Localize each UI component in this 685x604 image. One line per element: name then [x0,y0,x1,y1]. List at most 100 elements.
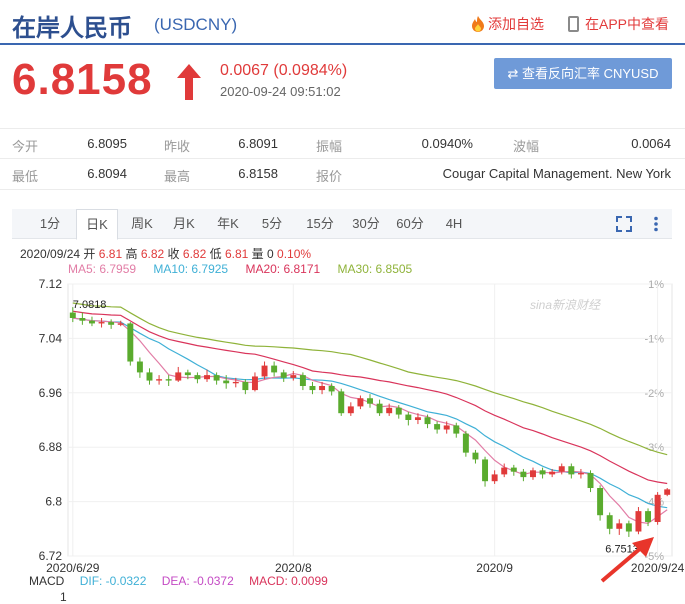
fullscreen-icon[interactable] [616,216,632,232]
candle-body [88,320,95,324]
candle-body [395,407,402,415]
x-tick-label: 2020/9 [476,561,513,575]
candle-body [194,375,201,380]
stat-value: 0.0940% [421,136,473,151]
more-icon[interactable] [654,216,658,232]
y-tick-label: 6.72 [39,549,63,563]
open-label: 开 [83,247,96,261]
stat-value: 6.8095 [87,136,127,151]
candle-body [271,365,278,373]
candle-body [184,372,191,376]
candle-body [98,322,105,324]
tab-monthly[interactable]: 月K [173,216,195,231]
pct-tick-label: -3% [644,442,664,454]
tab-1min[interactable]: 1分 [39,216,61,231]
candle-body [414,417,421,420]
candle-body [434,424,441,430]
x-tick-label: 2020/6/29 [46,561,100,575]
candle-body [127,323,134,362]
stat-value: 6.8091 [238,136,278,151]
add-favorite-button[interactable]: 添加自选 [471,14,544,34]
page-title: 在岸人民币 [12,15,132,42]
volume-label: 量 [251,247,264,261]
ma20-line [72,310,668,485]
candle-body [462,433,469,453]
current-price: 6.8158 [12,55,153,104]
pct-tick-label: 1% [648,279,664,291]
candle-body [405,414,412,420]
tab-15min[interactable]: 15分 [306,216,334,231]
candle-body [146,372,153,381]
candle-body [165,379,172,381]
candle-body [79,318,86,321]
low-label: 低 [209,247,222,261]
candle-body [472,452,479,460]
symbol-code: (USDCNY) [154,15,238,34]
open-in-app-button[interactable]: 在APP中查看 [568,14,669,34]
candle-body [616,523,623,529]
stat-label: 昨收 [164,139,191,154]
sina-watermark: sina新浪财经 [530,298,601,312]
candle-body [299,375,306,386]
candle-body [568,466,575,475]
stat-label: 振幅 [316,139,343,154]
candle-body [549,471,556,475]
add-favorite-label: 添加自选 [488,16,544,32]
pct-tick-label: -1% [644,333,664,345]
candle-body [280,372,287,378]
candle-body [587,473,594,488]
ma10-line [72,317,668,509]
ohlc-date: 2020/09/24 [20,247,81,261]
open-in-app-label: 在APP中查看 [585,16,670,32]
macd-value: MACD: 0.0099 [249,574,328,588]
y-tick-label: 6.88 [39,440,63,454]
stat-value: 6.8158 [238,166,278,181]
candle-body [242,381,249,391]
high-value: 6.82 [140,247,165,261]
stats-table: 今开 6.8095 昨收 6.8091 振幅 0.0940% 波幅 0.0064… [0,128,685,190]
tab-30min[interactable]: 30分 [352,216,380,231]
candle-body [606,515,613,529]
candle-body [319,386,326,391]
stat-value: 6.8094 [87,166,127,181]
stat-label: 今开 [12,139,39,154]
tab-yearly[interactable]: 年K [217,216,239,231]
pct-tick-label: -5% [644,551,664,563]
candle-body [501,467,508,475]
tab-60min[interactable]: 60分 [396,216,424,231]
y-tick-label: 6.96 [39,386,63,400]
pct-tick-label: -2% [644,388,664,400]
candle-body [539,470,546,475]
y-tick-label: 7.04 [39,331,63,345]
candle-body [424,417,431,425]
phone-icon [568,16,579,32]
tab-weekly[interactable]: 周K [131,216,153,231]
tab-4h[interactable]: 4H [445,216,463,231]
reverse-rate-button[interactable]: ⇄ 查看反向汇率 CNYUSD [494,58,672,89]
candle-body [108,322,115,325]
candle-body [261,365,268,377]
candle-body [213,375,220,381]
ma5-legend: MA5: 6.7959 [68,262,137,276]
candle-body [357,398,364,407]
tab-5min[interactable]: 5分 [261,216,283,231]
candle-body [520,471,527,478]
macd-dif: DIF: -0.0322 [79,574,147,588]
stat-label: 最高 [164,169,191,184]
pct-value: 0.10% [277,247,312,261]
candle-body [453,425,460,434]
ma30-line [72,302,668,456]
plot-frame [67,283,673,557]
stat-label: 波幅 [513,139,540,154]
tab-daily[interactable]: 日K [76,209,118,240]
candle-body [654,494,661,522]
stats-row: 最低 6.8094 最高 6.8158 报价 Cougar Capital Ma… [0,159,685,190]
kline-chart[interactable]: 7.127.046.966.886.86.721%-1%-2%-3%-4%-5%… [0,270,685,575]
high-label: 高 [125,247,138,261]
x-tick-label: 2020/8 [275,561,312,575]
candle-body [175,372,182,381]
candle-body [136,361,143,373]
candle-body [558,466,565,472]
low-value: 6.81 [224,247,249,261]
close-value: 6.82 [182,247,207,261]
